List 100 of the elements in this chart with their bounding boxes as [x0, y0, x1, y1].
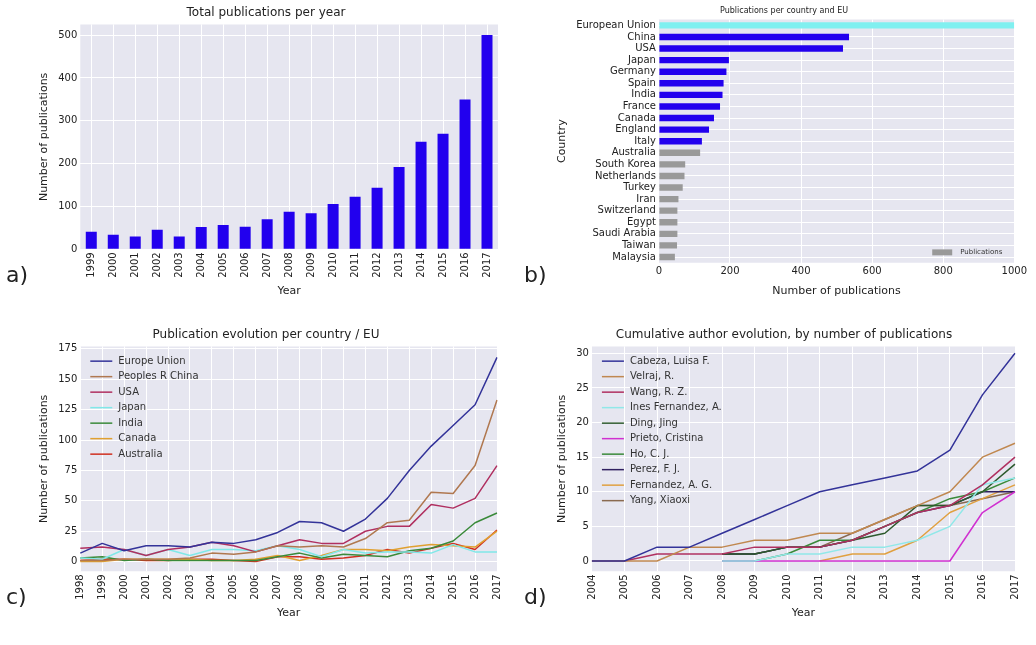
x-axis-title: Number of publications	[772, 284, 902, 298]
y-tick-label: Italy	[634, 134, 656, 146]
y-tick-label: 10	[576, 485, 589, 497]
text: c)	[6, 584, 27, 609]
x-tick-label: 2014	[414, 252, 426, 278]
x-tick-label: 2016	[468, 574, 480, 600]
y-tick-label: 200	[58, 157, 78, 169]
x-tick-label: 2013	[878, 574, 890, 600]
x-tick-label: 2012	[845, 574, 857, 600]
x-tick-label: 1000	[1001, 265, 1027, 277]
y-tick-label: Canada	[617, 111, 656, 123]
legend-label: Perez, F. J.	[629, 463, 681, 475]
legend-label: Fernandez, A. G.	[629, 478, 713, 490]
x-tick-label: 2008	[282, 252, 294, 278]
y-tick-label: 5	[582, 519, 589, 531]
legend-label: Europe Union	[118, 354, 186, 366]
chart-title: Total publications per year	[185, 5, 346, 20]
text: d)	[524, 584, 547, 609]
x-tick-label: 2005	[227, 574, 239, 600]
text: b)	[524, 262, 547, 287]
x-tick-label: 400	[791, 265, 811, 277]
y-tick-label: 25	[576, 381, 589, 393]
x-axis-title: Year	[276, 284, 302, 298]
x-tick-label: 600	[862, 265, 882, 277]
legend-label: Ding, Jing	[629, 416, 678, 428]
x-tick-label: 200	[720, 265, 740, 277]
x-tick-label: 2007	[271, 574, 283, 600]
y-tick-label: India	[631, 88, 656, 100]
x-tick-label: 2015	[436, 252, 448, 278]
y-tick-label: Japan	[627, 53, 656, 65]
chart-title: Publications per country and EU	[719, 5, 849, 15]
x-tick-label: 2011	[813, 574, 825, 600]
y-tick-label: 75	[64, 464, 78, 476]
x-tick-label: 2017	[490, 574, 502, 600]
y-tick-label: South Korea	[595, 157, 656, 169]
x-tick-label: 2014	[424, 574, 436, 600]
legend-label: India	[118, 416, 143, 428]
x-tick-label: 2005	[618, 574, 630, 600]
x-tick-label: 2001	[128, 252, 140, 278]
x-tick-label: 2011	[359, 574, 370, 600]
y-tick-label: Taiwan	[620, 239, 656, 251]
legend-label: Cabeza, Luisa F.	[629, 354, 710, 366]
x-tick-label: 2000	[106, 252, 118, 278]
x-tick-label: 1998	[73, 574, 85, 600]
y-tick-label: 30	[576, 346, 589, 358]
y-tick-label: 400	[58, 71, 78, 83]
x-tick-label: 2009	[304, 252, 316, 278]
y-tick-label: Switzerland	[597, 204, 656, 216]
y-axis-title: Number of publications	[555, 394, 569, 524]
x-tick-label: 2006	[249, 574, 261, 600]
x-tick-label: 2000	[117, 574, 129, 600]
x-tick-label: 2006	[650, 574, 662, 600]
x-tick-label: 2017	[1008, 574, 1020, 600]
legend-label: USA	[118, 385, 140, 397]
y-tick-label: England	[615, 123, 656, 135]
x-tick-label: 800	[933, 265, 953, 277]
text: a)	[6, 262, 29, 287]
x-tick-label: 2015	[943, 574, 955, 600]
y-tick-label: France	[622, 100, 656, 112]
y-axis-title: Number of publications	[37, 72, 51, 202]
x-tick-label: 2007	[260, 252, 272, 278]
x-tick-label: 2004	[585, 574, 597, 600]
x-tick-label: 2001	[139, 574, 151, 600]
legend-label: Japan	[117, 401, 147, 413]
x-tick-label: 1999	[84, 252, 96, 278]
x-tick-label: 2007	[683, 574, 695, 600]
x-tick-label: 2002	[150, 252, 162, 278]
legend-label: Velraj, R.	[629, 370, 675, 382]
x-tick-label: 1999	[95, 574, 107, 600]
legend-label: Wang, R. Z.	[629, 385, 688, 397]
y-tick-label: 150	[58, 372, 78, 384]
x-tick-label: 2008	[715, 574, 727, 600]
x-tick-label: 2005	[216, 252, 228, 278]
chart-title: Publication evolution per country / EU	[152, 327, 380, 342]
y-tick-label: Australia	[611, 146, 656, 158]
x-tick-label: 2009	[748, 574, 760, 600]
y-tick-label: China	[627, 30, 656, 42]
x-tick-label: 2010	[337, 574, 349, 600]
y-tick-label: Spain	[627, 76, 656, 88]
x-tick-label: 2012	[380, 574, 392, 600]
x-tick-label: 2010	[326, 252, 338, 278]
x-tick-label: 2014	[910, 574, 922, 600]
x-tick-label: 2008	[293, 574, 305, 600]
x-tick-label: 2002	[161, 574, 173, 600]
x-tick-label: 2004	[194, 252, 206, 278]
x-tick-label: 2016	[976, 574, 988, 600]
x-tick-label: 2004	[205, 574, 217, 600]
y-tick-label: European Union	[576, 18, 656, 30]
y-tick-label: Iran	[636, 192, 656, 204]
x-tick-label: 2016	[458, 252, 470, 278]
y-tick-label: 0	[582, 554, 589, 566]
y-tick-label: 25	[64, 524, 78, 536]
x-tick-label: 2015	[446, 574, 458, 600]
y-tick-label: 50	[64, 494, 78, 506]
x-tick-label: 2012	[370, 252, 382, 278]
y-tick-label: 20	[576, 416, 589, 428]
x-tick-label: 2013	[402, 574, 414, 600]
y-tick-label: Saudi Arabia	[592, 227, 656, 239]
x-tick-label: 2006	[238, 252, 250, 278]
chart-title: Cumulative author evolution, by number of publications	[615, 327, 953, 342]
